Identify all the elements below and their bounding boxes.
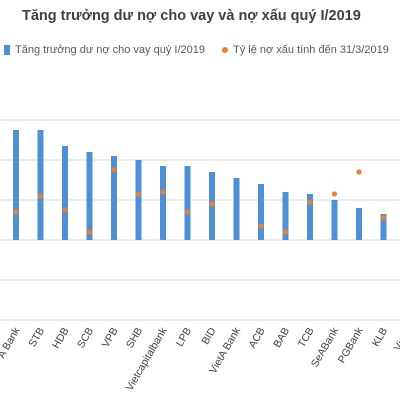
bar-pgbank: [356, 208, 362, 240]
category-label: LPB: [174, 326, 194, 349]
npl-point-shb: [135, 191, 142, 197]
bar-acb: [258, 184, 264, 240]
bar-klb: [380, 214, 387, 240]
npl-point-pgbank: [356, 169, 362, 175]
category-label: BID: [199, 325, 218, 347]
npl-point-klb: [380, 215, 387, 221]
bar-vieta-bank: [233, 178, 240, 240]
npl-point-vpb: [111, 167, 117, 173]
category-label: ACB: [246, 326, 267, 351]
bar-hdb: [62, 146, 68, 240]
npl-point-bab: [282, 229, 289, 235]
npl-point-a-bank: [13, 209, 19, 215]
bar-bab: [282, 192, 289, 240]
npl-point-bid: [209, 201, 215, 207]
category-label: SHB: [124, 326, 145, 351]
chart-title: Tăng trưởng dư nợ cho vay và nợ xấu quý …: [22, 8, 361, 24]
legend-swatch-bar: [4, 45, 10, 55]
category-label: TCB: [296, 326, 317, 350]
npl-point-seabank: [331, 191, 338, 197]
bar-seabank: [331, 200, 338, 240]
legend-item-loan-growth: Tăng trưởng dư nợ cho vay quý I/2019: [4, 44, 205, 56]
category-label: VietB: [392, 326, 400, 354]
legend-label-loan-growth: Tăng trưởng dư nợ cho vay quý I/2019: [15, 44, 205, 56]
bar-shb: [135, 160, 142, 240]
legend-item-npl-ratio: Tỷ lệ nợ xấu tính đến 31/3/2019: [222, 44, 389, 56]
bar-scb: [86, 152, 93, 240]
category-label: KLB: [370, 326, 390, 349]
category-label: A Bank: [0, 325, 23, 360]
category-label: SCB: [75, 326, 96, 351]
bar-stb: [37, 130, 44, 240]
bar-tcb: [307, 194, 313, 240]
bar-lpb: [184, 166, 191, 240]
category-label: PGBank: [336, 325, 366, 366]
bar-vpb: [111, 156, 117, 240]
npl-point-lpb: [184, 209, 191, 215]
category-label: VPB: [100, 326, 121, 350]
npl-point-acb: [258, 223, 264, 229]
category-label: BAB: [271, 326, 292, 350]
bar-a-bank: [13, 130, 19, 240]
npl-point-hdb: [62, 207, 68, 213]
bar-vietcapitalbank: [160, 166, 166, 240]
npl-point-scb: [86, 229, 93, 235]
legend-swatch-dot: [222, 47, 228, 53]
category-label: STB: [26, 326, 47, 350]
npl-point-stb: [37, 193, 44, 199]
npl-point-tcb: [307, 199, 313, 205]
legend-label-npl-ratio: Tỷ lệ nợ xấu tính đến 31/3/2019: [233, 44, 389, 56]
npl-point-vietcapitalbank: [160, 189, 166, 195]
category-label: HDB: [50, 326, 71, 351]
